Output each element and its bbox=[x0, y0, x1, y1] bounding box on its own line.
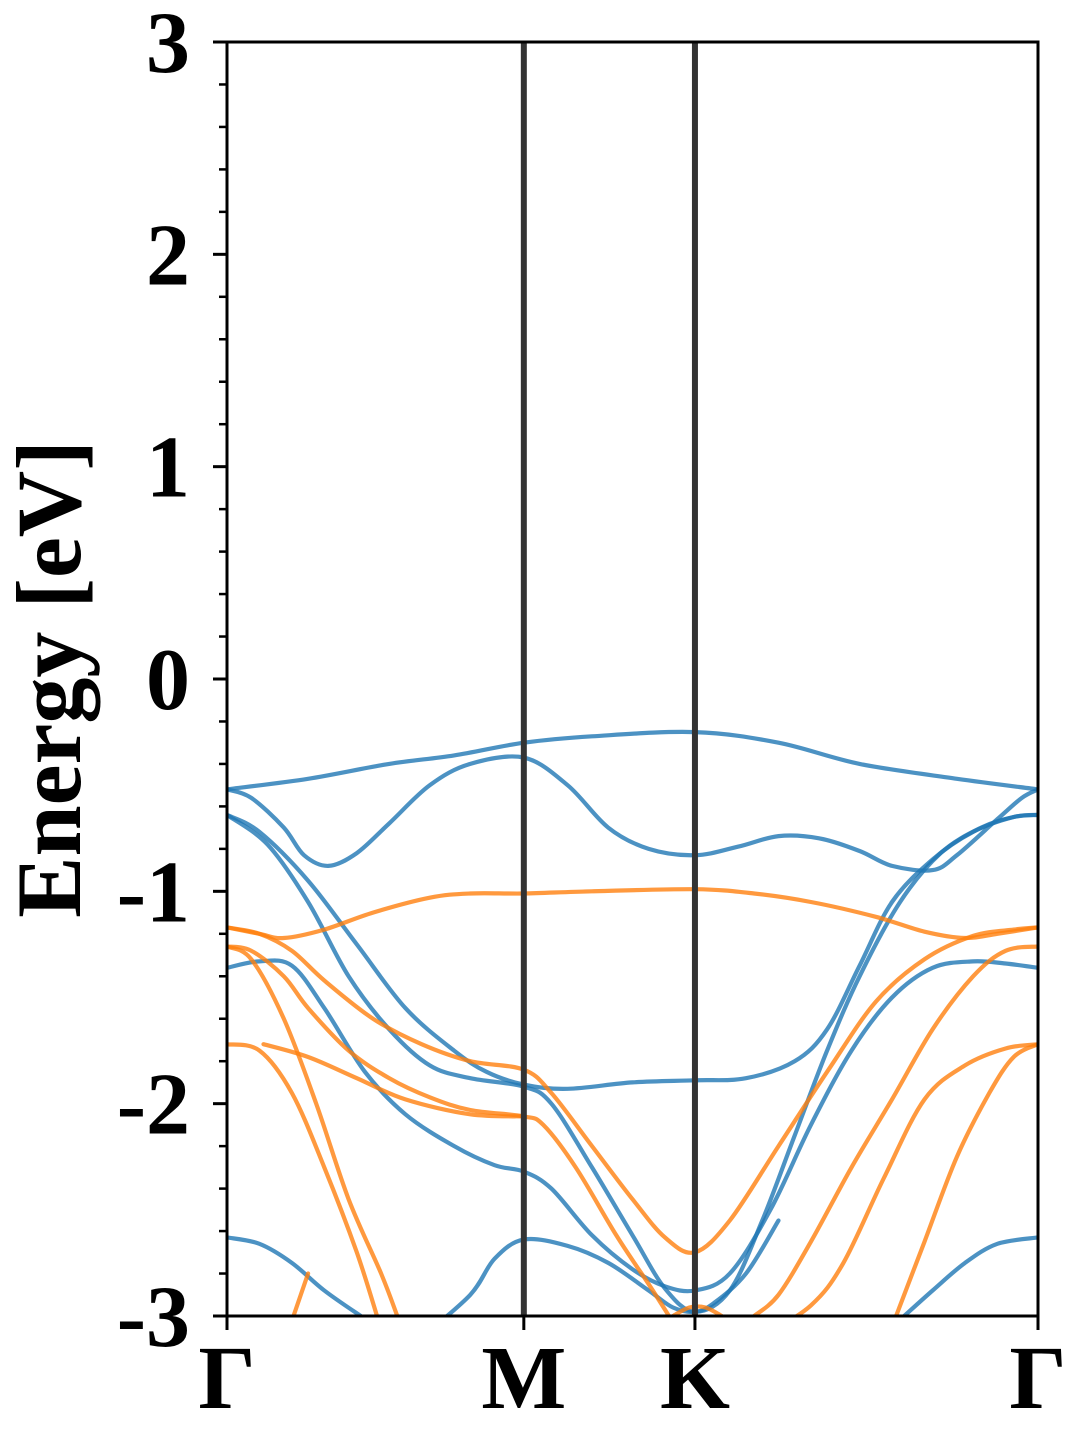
band-series-7 bbox=[902, 1235, 1038, 1316]
band-series-18 bbox=[793, 1042, 1038, 1316]
band-series-10 bbox=[227, 944, 672, 1316]
x-tick-label-1: M bbox=[481, 1329, 566, 1428]
band-lines bbox=[227, 729, 1038, 1316]
y-tick-label-3: 0 bbox=[146, 632, 190, 729]
y-tick-label-0: 3 bbox=[146, 0, 190, 92]
band-series-6 bbox=[443, 1218, 781, 1316]
band-series-5 bbox=[227, 1235, 363, 1316]
band-series-15 bbox=[291, 1271, 311, 1316]
band-series-14 bbox=[227, 944, 400, 1316]
y-tick-label-5: -2 bbox=[117, 1057, 190, 1154]
y-axis-title: Energy [eV] bbox=[0, 440, 100, 918]
high-symmetry-lines bbox=[520, 42, 698, 1316]
x-tick-label-3: Γ bbox=[1009, 1329, 1066, 1428]
y-tick-label-1: 2 bbox=[146, 207, 190, 304]
band-series-8 bbox=[227, 887, 1038, 941]
x-tick-label-0: Γ bbox=[198, 1329, 255, 1428]
y-axis: 3 2 1 0 -1 -2 -3 bbox=[117, 0, 227, 1366]
x-tick-label-2: K bbox=[660, 1329, 730, 1428]
y-tick-label-6: -3 bbox=[117, 1269, 190, 1366]
band-series-12 bbox=[752, 944, 1038, 1316]
band-series-4 bbox=[227, 958, 1038, 1294]
y-tick-label-2: 1 bbox=[146, 420, 190, 517]
band-series-0 bbox=[227, 729, 1038, 792]
plot-frame bbox=[225, 40, 1040, 1318]
band-series-13 bbox=[227, 1042, 380, 1316]
band-series-3 bbox=[227, 812, 1038, 1314]
band-series-17 bbox=[894, 1042, 1038, 1316]
band-series-2 bbox=[227, 812, 1038, 1091]
band-series-16 bbox=[261, 1042, 526, 1119]
band-series-9 bbox=[227, 925, 1038, 1255]
y-tick-label-4: -1 bbox=[117, 844, 190, 941]
band-series-1 bbox=[227, 754, 1038, 873]
